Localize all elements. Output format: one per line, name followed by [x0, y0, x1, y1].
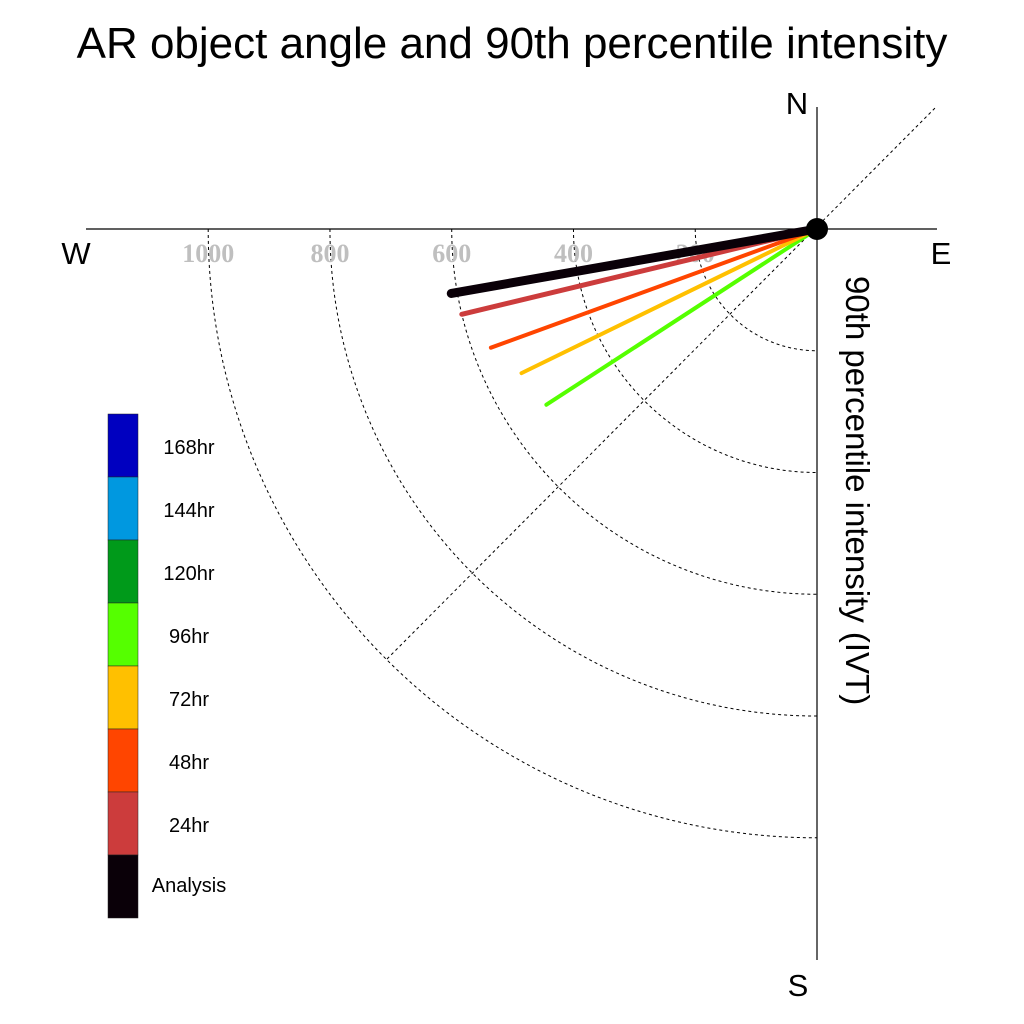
series-line-48hr [488, 227, 819, 350]
tick-label-1000: 1000 [182, 239, 234, 268]
series-lines [446, 224, 822, 407]
legend-swatch-analysis [107, 854, 139, 919]
legend-label-120hr: 120hr [163, 563, 214, 585]
legend-label-48hr: 48hr [169, 752, 209, 774]
grid-arc-200 [694, 228, 818, 352]
legend-swatch-120hr [107, 539, 139, 604]
legend-swatch-144hr [107, 476, 139, 541]
diagonal-guide [386, 105, 938, 660]
compass-west: W [61, 236, 91, 271]
legend-label-144hr: 144hr [163, 500, 214, 522]
legend-swatch-168hr [107, 413, 139, 478]
series-line-96hr [544, 227, 819, 407]
legend-label-24hr: 24hr [169, 815, 209, 837]
polar-grid [207, 228, 818, 839]
legend-swatch-24hr [107, 791, 139, 856]
compass-south: S [788, 968, 809, 1003]
grid-arc-1000 [207, 228, 818, 839]
origin-marker [806, 218, 828, 240]
tick-label-600: 600 [432, 239, 471, 268]
grid-arc-800 [329, 228, 818, 717]
legend-label-72hr: 72hr [169, 689, 209, 711]
legend-label-analysis: Analysis [152, 875, 226, 897]
legend-label-168hr: 168hr [163, 437, 214, 459]
tick-label-800: 800 [310, 239, 349, 268]
chart-title: AR object angle and 90th percentile inte… [77, 19, 948, 68]
legend-swatch-96hr [107, 602, 139, 667]
tick-label-400: 400 [554, 239, 593, 268]
legend-label-96hr: 96hr [169, 626, 209, 648]
compass-north: N [786, 86, 808, 121]
legend-swatch-72hr [107, 665, 139, 730]
series-line-analysis [446, 224, 822, 298]
radial-axis-label: 90th percentile intensity (IVT) [839, 276, 876, 705]
legend: 168hr 144hr 120hr 96hr 72hr 48hr 24hr Analysis [107, 413, 226, 919]
compass-east: E [931, 236, 952, 271]
legend-swatch-48hr [107, 728, 139, 793]
series-line-72hr [519, 227, 819, 376]
